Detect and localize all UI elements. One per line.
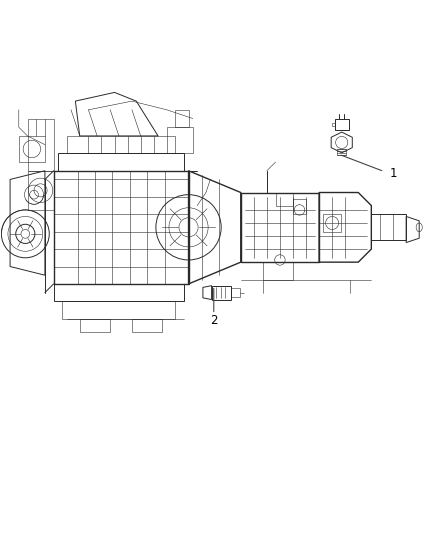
- Text: 2: 2: [210, 314, 218, 327]
- Text: 1: 1: [390, 167, 397, 180]
